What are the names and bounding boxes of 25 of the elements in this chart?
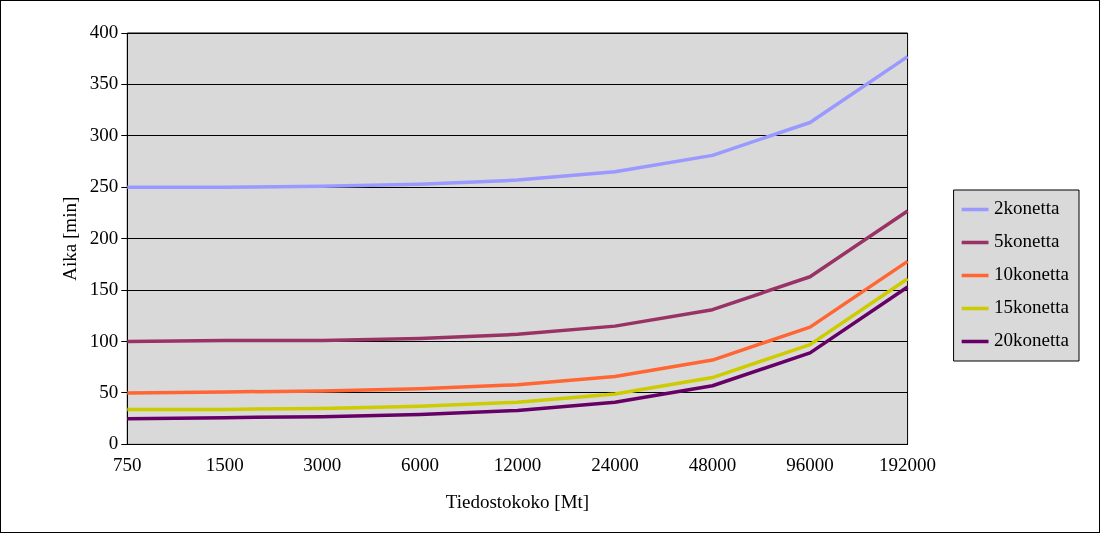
- x-tick-label: 24000: [591, 453, 639, 475]
- x-tick-label: 48000: [688, 453, 737, 475]
- x-tick-label: 6000: [400, 453, 439, 475]
- x-axis-title: Tiedostokoko [Mt]: [445, 490, 590, 512]
- y-tick-label: 300: [89, 123, 119, 145]
- y-tick-label: 150: [89, 278, 119, 300]
- x-tick-label: 96000: [786, 453, 834, 475]
- legend-label: 5konetta: [994, 230, 1061, 252]
- y-tick-label: 250: [89, 175, 119, 197]
- y-tick-label: 50: [99, 380, 119, 402]
- x-tick-label: 12000: [493, 453, 542, 475]
- x-tick-label: 192000: [879, 453, 937, 475]
- x-tick-label: 3000: [303, 453, 342, 475]
- x-tick-label: 750: [113, 453, 142, 475]
- y-tick-label: 100: [89, 329, 119, 351]
- x-tick-label: 1500: [205, 453, 244, 475]
- legend-label: 15konetta: [994, 296, 1070, 318]
- y-axis-title: Aika [min]: [59, 196, 81, 281]
- y-tick-label: 0: [108, 432, 119, 454]
- y-tick-label: 350: [89, 72, 119, 94]
- legend-label: 20konetta: [994, 329, 1070, 351]
- legend-label: 10konetta: [994, 263, 1070, 285]
- legend-label: 2konetta: [994, 197, 1061, 219]
- y-tick-label: 400: [89, 20, 119, 42]
- y-tick-label: 200: [89, 226, 119, 248]
